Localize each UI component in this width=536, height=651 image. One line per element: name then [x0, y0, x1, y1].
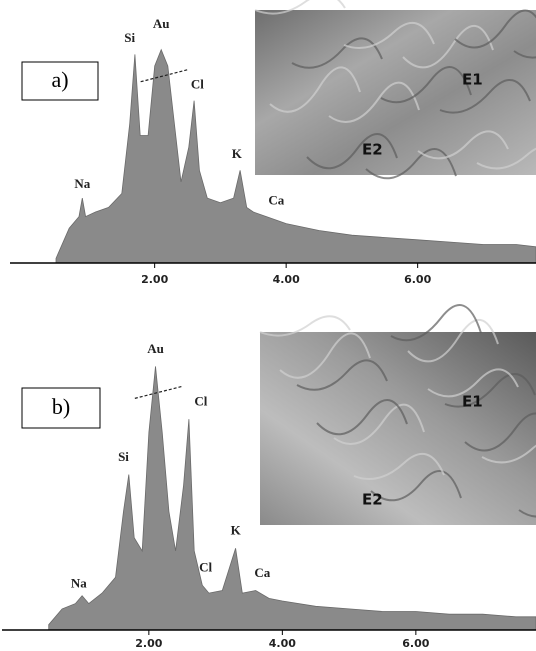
x-tick-label: 2.00	[141, 273, 168, 286]
peak-label: Cl	[199, 560, 212, 575]
image-label: E1	[462, 393, 483, 411]
image-label: E2	[362, 491, 383, 509]
peak-label: Cl	[191, 76, 204, 91]
peak-label: Si	[118, 449, 129, 464]
peak-label: K	[231, 523, 242, 538]
peak-label: Ca	[268, 192, 284, 207]
peak-label: K	[232, 146, 243, 161]
x-tick-label: 2.00	[135, 637, 162, 650]
sem-image	[255, 10, 536, 175]
panel-label: a)	[51, 67, 68, 92]
x-tick-label: 4.00	[269, 637, 296, 650]
x-tick-label: 4.00	[273, 273, 300, 286]
x-tick-label: 6.00	[402, 637, 429, 650]
peak-label: Cl	[194, 394, 207, 409]
x-tick-label: 6.00	[404, 273, 431, 286]
sem-image	[260, 332, 536, 525]
peak-label: Na	[71, 575, 87, 590]
figure: 2.00 4.00 6.00 Na Si Au Cl K Ca E1 E2 a) 2.00 4.00 6.0…	[0, 0, 536, 651]
peak-label: Au	[147, 341, 164, 356]
panel-label: b)	[52, 394, 70, 419]
peak-label: Na	[74, 176, 90, 191]
page: {"chart_data": [ {"type": "area", "panel…	[0, 0, 536, 651]
peak-label: Ca	[254, 565, 270, 580]
peak-label: Au	[153, 16, 170, 31]
image-label: E2	[362, 141, 383, 159]
peak-label: Si	[124, 30, 135, 45]
image-label: E1	[462, 71, 483, 89]
